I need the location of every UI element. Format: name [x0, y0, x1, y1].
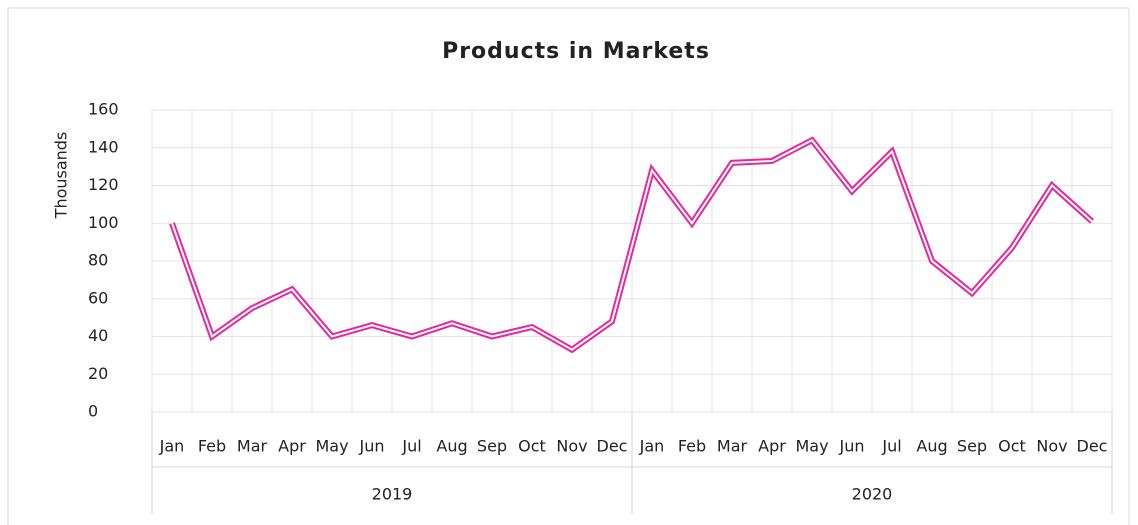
- x-tick-label: Feb: [678, 437, 706, 456]
- y-tick-label: 140: [88, 137, 119, 156]
- x-tick-label: Jul: [881, 437, 901, 456]
- y-axis-label: Thousands: [52, 132, 71, 220]
- x-tick-label: May: [315, 437, 348, 456]
- line-series-inner: [171, 138, 1093, 351]
- x-tick-label: Jan: [159, 437, 185, 456]
- y-tick-label: 0: [88, 402, 98, 421]
- y-tick-label: 20: [88, 364, 108, 383]
- x-tick-label: May: [795, 437, 828, 456]
- x-tick-label: Feb: [198, 437, 226, 456]
- x-tick-label: Apr: [278, 437, 306, 456]
- chart-title: Products in Markets: [442, 39, 710, 64]
- x-tick-label: Oct: [998, 437, 1026, 456]
- y-tick-label: 80: [88, 251, 108, 270]
- x-tick-label: Aug: [916, 437, 947, 456]
- x-tick-label: Mar: [237, 437, 268, 456]
- x-tick-label: Jun: [359, 437, 385, 456]
- x-tick-label: Jan: [639, 437, 665, 456]
- x-tick-label: Oct: [518, 437, 546, 456]
- x-tick-label: Jun: [839, 437, 865, 456]
- group-label: 2020: [852, 485, 893, 504]
- x-tick-label: Jul: [401, 437, 421, 456]
- x-tick-label: Apr: [758, 437, 786, 456]
- group-label: 2019: [372, 485, 413, 504]
- y-tick-label: 120: [88, 175, 119, 194]
- y-tick-label: 40: [88, 326, 108, 345]
- x-tick-label: Dec: [1077, 437, 1108, 456]
- x-tick-label: Mar: [717, 437, 748, 456]
- y-tick-label: 60: [88, 288, 108, 307]
- x-tick-label: Sep: [477, 437, 507, 456]
- x-tick-label: Aug: [436, 437, 467, 456]
- x-tick-label: Nov: [1036, 437, 1067, 456]
- y-tick-label: 100: [88, 213, 119, 232]
- y-tick-label: 160: [88, 100, 119, 119]
- x-tick-label: Nov: [556, 437, 587, 456]
- x-tick-label: Dec: [597, 437, 628, 456]
- x-tick-label: Sep: [957, 437, 987, 456]
